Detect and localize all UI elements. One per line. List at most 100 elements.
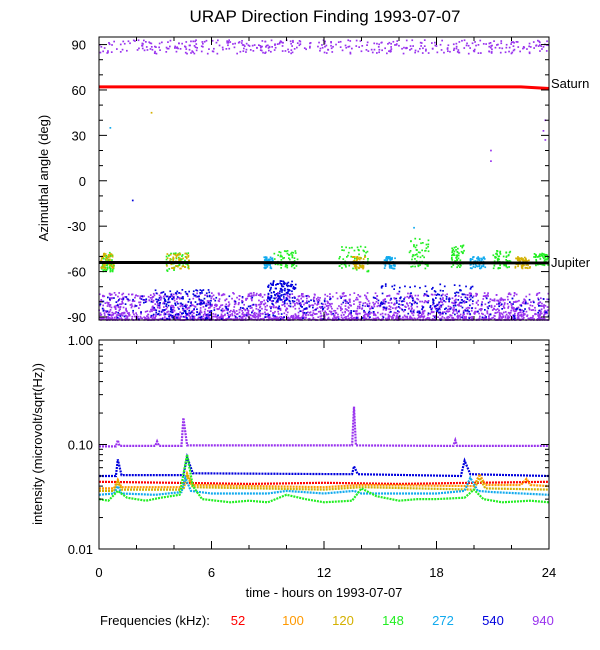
df-point-148	[347, 251, 350, 254]
top-y-tick-label: 0	[79, 174, 86, 189]
df-point-940	[279, 41, 281, 44]
df-point-940	[228, 304, 230, 307]
df-point-940	[540, 312, 543, 315]
df-point-940	[359, 318, 362, 321]
df-point-940	[248, 45, 251, 47]
df-point-120	[108, 258, 111, 261]
df-point-940	[358, 46, 360, 48]
df-point-940	[444, 294, 447, 297]
df-point-540	[308, 305, 311, 308]
df-point-940	[412, 314, 415, 317]
df-point-940	[489, 298, 492, 300]
df-point-940	[128, 312, 130, 314]
df-point-940	[167, 313, 170, 316]
df-point-940	[501, 298, 503, 300]
df-point-940	[414, 318, 417, 320]
df-point-272	[263, 263, 266, 266]
df-point-940	[378, 48, 381, 51]
df-point-940	[540, 45, 542, 47]
df-point-540	[460, 301, 463, 304]
df-point-940	[101, 318, 104, 321]
df-point-940	[324, 297, 326, 300]
df-point-540	[199, 316, 202, 319]
df-point-940	[319, 318, 322, 320]
df-point-940	[348, 304, 351, 306]
df-point-120	[187, 254, 190, 257]
df-point-940	[200, 300, 203, 303]
df-point-540	[404, 285, 406, 288]
df-point-540	[155, 309, 158, 312]
df-point-148	[177, 256, 180, 259]
df-point-940	[422, 311, 425, 313]
df-point-120	[106, 257, 109, 260]
df-point-120	[525, 260, 527, 262]
df-point-940	[440, 306, 443, 308]
df-point-540	[380, 301, 383, 303]
df-point-120	[518, 257, 521, 259]
df-point-940	[287, 304, 290, 307]
df-point-540	[537, 311, 539, 314]
df-point-272	[469, 267, 472, 269]
df-point-940	[502, 316, 504, 318]
df-point-940	[336, 297, 339, 300]
df-point-940	[455, 45, 458, 48]
df-point-940	[220, 294, 223, 297]
df-point-940	[267, 295, 270, 298]
df-point-940	[418, 316, 420, 319]
df-point-940	[425, 318, 427, 320]
df-point-940	[417, 314, 420, 317]
df-point-940	[146, 317, 148, 320]
df-point-940	[484, 295, 487, 298]
df-point-540	[280, 283, 283, 286]
df-point-940	[345, 316, 348, 318]
df-point-940	[382, 299, 385, 301]
df-point-540	[287, 290, 290, 292]
df-point-272	[272, 260, 274, 262]
df-point-148	[291, 254, 294, 256]
df-point-940	[438, 306, 441, 308]
df-point-940	[99, 312, 102, 315]
df-point-940	[179, 48, 182, 50]
df-point-148	[109, 267, 111, 269]
df-point-148	[350, 255, 353, 258]
df-point-148	[463, 249, 465, 252]
df-point-148	[453, 250, 456, 253]
df-point-940	[315, 313, 318, 315]
df-point-540	[289, 305, 292, 308]
df-point-940	[105, 317, 108, 320]
df-point-120	[106, 256, 109, 258]
df-point-272	[389, 257, 391, 260]
df-point-940	[137, 295, 139, 297]
df-point-540	[189, 305, 192, 307]
df-point-940	[411, 307, 413, 310]
df-point-940	[292, 39, 294, 42]
df-point-540	[192, 293, 195, 295]
df-point-540	[290, 285, 292, 288]
df-point-940	[159, 295, 162, 298]
df-point-148	[294, 250, 297, 252]
df-point-940	[112, 312, 115, 315]
df-point-148	[539, 258, 542, 260]
df-point-940	[173, 306, 175, 309]
df-point-940	[113, 292, 116, 294]
df-point-940	[264, 302, 267, 305]
df-point-940	[284, 50, 287, 52]
df-point-940	[334, 312, 337, 314]
df-point-940	[385, 309, 387, 311]
df-point-940	[434, 41, 436, 44]
df-point-940	[547, 292, 550, 295]
df-point-940	[452, 43, 455, 46]
df-point-540	[201, 290, 203, 292]
df-point-540	[276, 301, 279, 303]
df-point-940	[490, 304, 493, 307]
df-point-940	[399, 307, 401, 309]
df-point-540	[132, 309, 134, 312]
df-point-940	[397, 293, 400, 295]
df-point-940	[283, 297, 285, 300]
df-point-940	[252, 294, 255, 297]
df-point-940	[384, 313, 387, 316]
df-point-540	[453, 284, 456, 286]
df-point-272	[269, 264, 271, 266]
df-point-940	[130, 303, 133, 306]
df-point-940	[461, 39, 463, 42]
